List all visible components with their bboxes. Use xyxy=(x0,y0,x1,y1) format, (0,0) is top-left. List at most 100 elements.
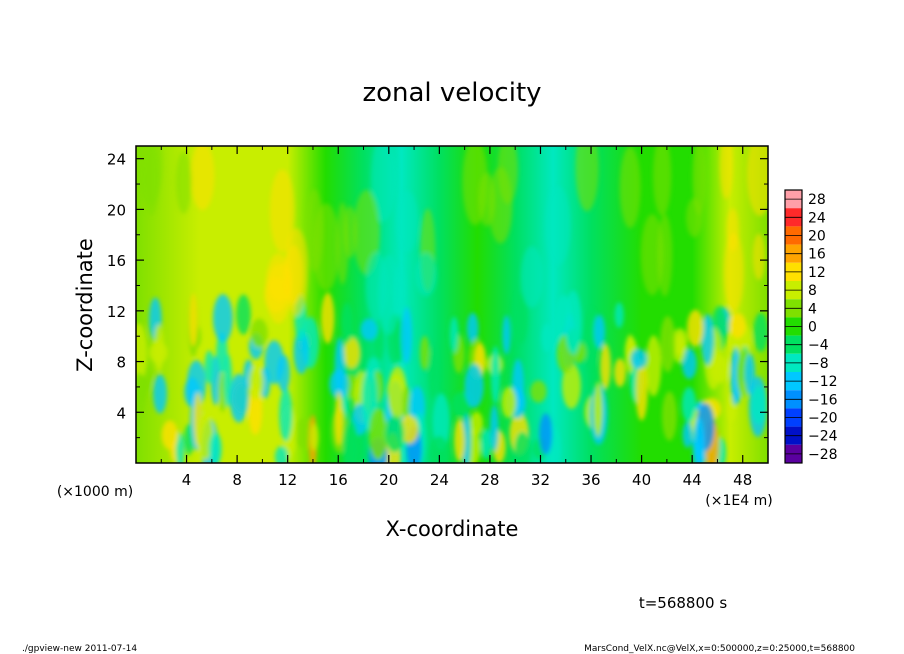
field-cell xyxy=(190,146,215,211)
field-cell xyxy=(593,314,606,349)
field-cell xyxy=(329,369,349,399)
field-cell xyxy=(396,190,419,253)
field-cell xyxy=(681,387,697,423)
y-axis-label: Z-coordinate xyxy=(73,238,97,372)
field-cell xyxy=(161,420,178,450)
field-cell xyxy=(216,332,228,373)
field-cell xyxy=(630,348,648,370)
field-cell xyxy=(429,435,449,463)
field-cell xyxy=(236,294,251,335)
field-cell xyxy=(153,324,165,372)
field-cell xyxy=(619,146,641,229)
x-tick-label: 24 xyxy=(430,471,449,489)
x-tick-label: 48 xyxy=(733,471,752,489)
x-scale-label: (×1E4 m) xyxy=(705,493,772,509)
field-cell xyxy=(343,419,359,463)
field-cell xyxy=(635,360,648,421)
field-cell xyxy=(212,294,233,343)
colorbar-label: 4 xyxy=(808,301,817,317)
x-tick-label: 32 xyxy=(531,471,550,489)
x-tick-label: 40 xyxy=(632,471,651,489)
field-cell xyxy=(279,387,293,442)
source-label: MarsCond_VelX.nc@VelX,x=0:500000,z=0:250… xyxy=(584,644,855,654)
y-tick-label: 4 xyxy=(116,404,126,422)
field-cell xyxy=(175,151,192,214)
x-unit-label: (×1000 m) xyxy=(57,484,133,500)
field-cell xyxy=(512,292,528,345)
field-cell xyxy=(490,346,501,404)
y-axis-ticks: 4 8 12 16 20 24 xyxy=(107,151,768,439)
colorbar-label: 28 xyxy=(808,192,826,208)
field-cell xyxy=(539,413,553,455)
field-cell xyxy=(530,380,547,403)
field-cell xyxy=(478,172,496,227)
field-cell xyxy=(752,233,766,281)
field-cell xyxy=(564,290,582,355)
field-cell xyxy=(321,292,335,344)
field-cell xyxy=(336,202,349,285)
field-cell xyxy=(681,348,697,380)
field-cell xyxy=(204,350,214,384)
field-cell xyxy=(153,374,167,414)
chart-title: zonal velocity xyxy=(362,78,541,108)
field-cell xyxy=(378,254,400,335)
field-cell xyxy=(209,432,222,463)
x-tick-label: 8 xyxy=(232,471,242,489)
field-cell xyxy=(673,333,686,364)
colorbar-label: −12 xyxy=(808,374,838,390)
x-axis-label: X-coordinate xyxy=(386,517,519,541)
field-cell xyxy=(747,146,768,217)
field-cell xyxy=(640,214,664,296)
field-cell xyxy=(186,360,206,408)
colorbar-label: −4 xyxy=(808,338,829,354)
field-cell xyxy=(432,393,450,450)
y-tick-label: 24 xyxy=(107,151,126,169)
y-tick-label: 8 xyxy=(116,354,126,372)
field-cell xyxy=(692,417,705,463)
field-cell xyxy=(687,309,704,347)
field-cell xyxy=(489,404,499,452)
field-cell xyxy=(470,411,484,436)
field-cell xyxy=(360,318,378,341)
field-cell xyxy=(583,308,598,369)
time-label: t=568800 s xyxy=(639,594,727,612)
field-cell xyxy=(341,302,353,343)
field-cell xyxy=(277,354,291,392)
field-cell xyxy=(488,167,513,244)
field-cell xyxy=(501,386,517,419)
field-cell xyxy=(419,335,430,371)
field-cell xyxy=(428,345,438,399)
colorbar-label: 20 xyxy=(808,229,826,245)
field-cell xyxy=(753,312,768,352)
field-cell xyxy=(466,312,479,344)
field-cell xyxy=(368,407,388,460)
field-cell xyxy=(385,415,405,453)
field-cell xyxy=(682,421,693,448)
field-cell xyxy=(250,318,268,348)
field-cell xyxy=(400,306,412,364)
colorbar: 28 24 20 16 12 8 4 0 −4 −8 −12 −16 −20 −24 −28 xyxy=(784,189,838,464)
field-cell xyxy=(415,252,437,297)
field-cell xyxy=(343,337,361,369)
field-cell xyxy=(284,228,308,317)
field-cell xyxy=(520,246,544,308)
field-cell xyxy=(304,189,324,272)
field-cell xyxy=(310,423,319,451)
field-cell xyxy=(264,276,289,313)
field-cell xyxy=(575,146,599,212)
field-cell xyxy=(175,432,185,463)
field-cell xyxy=(269,169,295,253)
field-cell xyxy=(402,386,412,420)
plot-frame xyxy=(135,145,769,464)
y-tick-label: 20 xyxy=(107,201,126,219)
x-tick-label: 44 xyxy=(683,471,702,489)
colorbar-label: 12 xyxy=(808,265,826,281)
colorbar-label: −28 xyxy=(808,447,838,463)
colorbar-label: 0 xyxy=(808,320,817,336)
field-cell xyxy=(334,391,343,446)
x-tick-label: 4 xyxy=(182,471,192,489)
field-cell xyxy=(514,431,531,463)
field-cell xyxy=(645,335,662,397)
field-cell xyxy=(744,353,756,395)
